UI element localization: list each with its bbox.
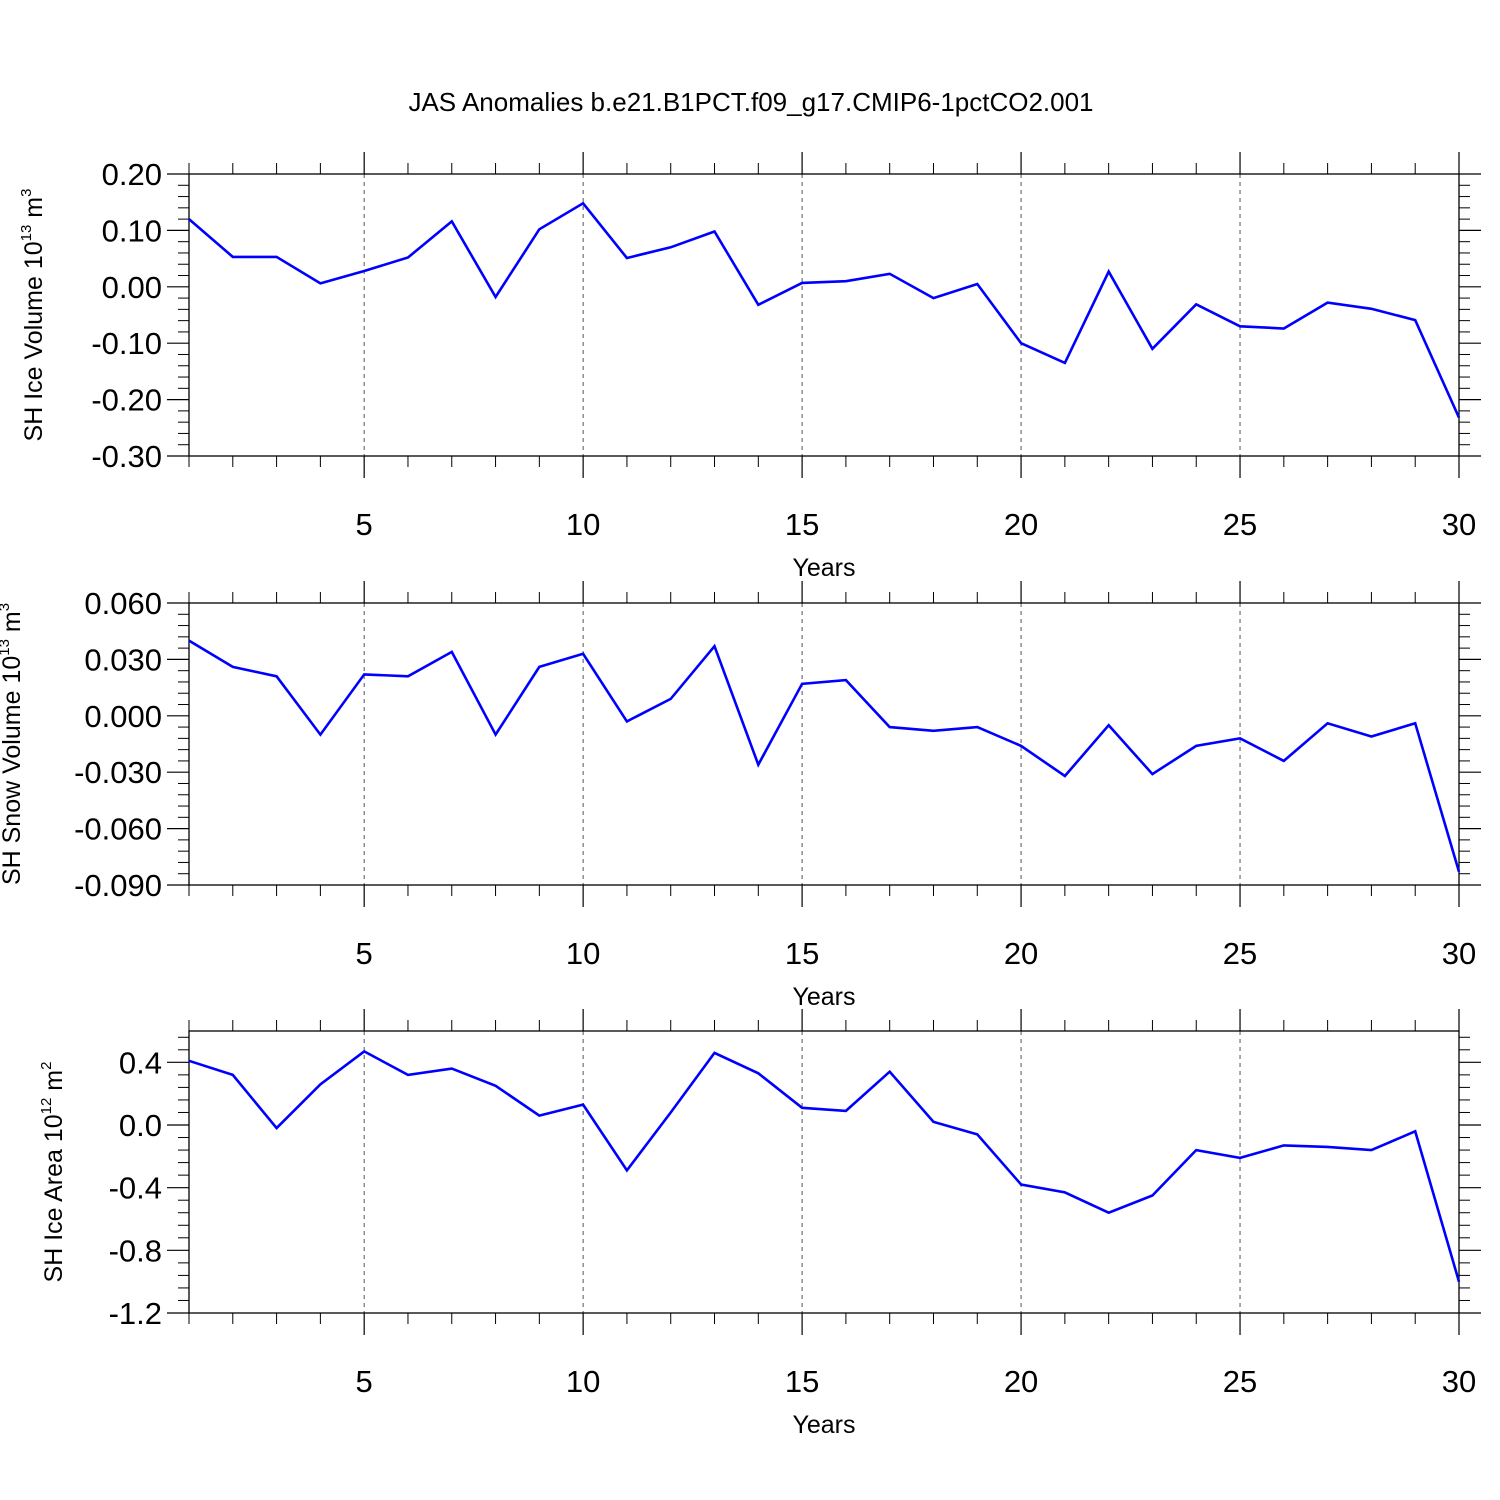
x-tick-label: 15: [785, 1364, 819, 1399]
y-tick-label: -0.8: [109, 1233, 162, 1268]
x-tick-label: 5: [356, 936, 373, 971]
series-line: [188, 1049, 1461, 1283]
x-tick-label: 5: [356, 1364, 373, 1399]
chart-panel-3: 0.4 0.0 -0.4 -0.8 -1.2 5 10 15 20 25 30 Years SH Ice…: [38, 1009, 1481, 1439]
x-tick-label: 15: [785, 936, 819, 971]
panels: 0.20 0.10 0.00 -0.10 -0.20 -0.30 5 10 15 20 25 30 Ye…: [0, 152, 1481, 1439]
chart-panel-2: 0.060 0.030 0.000 -0.030 -0.060 -0.090 5 10 15 20…: [0, 581, 1481, 1011]
plot-frame: [188, 602, 1460, 886]
series-line: [188, 201, 1461, 419]
y-tick-label: 0.0: [119, 1108, 162, 1143]
x-tick-label: 30: [1442, 1364, 1476, 1399]
x-tick-label: 5: [356, 507, 373, 542]
x-tick-label: 10: [566, 507, 600, 542]
y-tick-label: 0.030: [84, 642, 162, 677]
y-tick-label: -1.2: [109, 1296, 162, 1331]
y-tick-label: -0.30: [91, 439, 162, 474]
y-axis-label: SH Snow Volume 1013 m3: [0, 603, 26, 885]
x-tick-label: 20: [1004, 1364, 1038, 1399]
y-axis-label: SH Ice Area 1012 m2: [38, 1062, 68, 1283]
x-axis-label: Years: [792, 554, 855, 582]
x-tick-label: 15: [785, 507, 819, 542]
x-tick-label: 25: [1223, 1364, 1257, 1399]
series-line: [188, 639, 1461, 873]
x-tick-label: 30: [1442, 936, 1476, 971]
x-axis-label: Years: [792, 983, 855, 1011]
chart-panel-1: 0.20 0.10 0.00 -0.10 -0.20 -0.30 5 10 15 20 25 30 Ye…: [18, 152, 1481, 582]
x-tick-label: 25: [1223, 507, 1257, 542]
y-tick-label: -0.4: [109, 1171, 162, 1206]
y-tick-label: 0.20: [102, 157, 162, 192]
y-tick-label: 0.4: [119, 1045, 162, 1080]
plot-frame: [188, 173, 1460, 457]
x-tick-label: 20: [1004, 936, 1038, 971]
x-tick-label: 30: [1442, 507, 1476, 542]
y-tick-label: -0.060: [74, 812, 162, 847]
y-axis-label: SH Ice Volume 1013 m3: [18, 189, 48, 442]
x-tick-label: 10: [566, 1364, 600, 1399]
x-tick-label: 25: [1223, 936, 1257, 971]
x-axis-label: Years: [792, 1411, 855, 1439]
y-tick-label: -0.090: [74, 868, 162, 903]
y-tick-label: 0.00: [102, 270, 162, 305]
chart-title: JAS Anomalies b.e21.B1PCT.f09_g17.CMIP6-…: [408, 87, 1093, 117]
y-tick-label: 0.000: [84, 699, 162, 734]
x-tick-label: 10: [566, 936, 600, 971]
x-tick-label: 20: [1004, 507, 1038, 542]
y-tick-label: 0.10: [102, 213, 162, 248]
y-tick-label: -0.030: [74, 755, 162, 790]
y-tick-label: -0.20: [91, 383, 162, 418]
plot-frame: [188, 1030, 1460, 1314]
y-tick-label: -0.10: [91, 326, 162, 361]
y-tick-label: 0.060: [84, 586, 162, 621]
